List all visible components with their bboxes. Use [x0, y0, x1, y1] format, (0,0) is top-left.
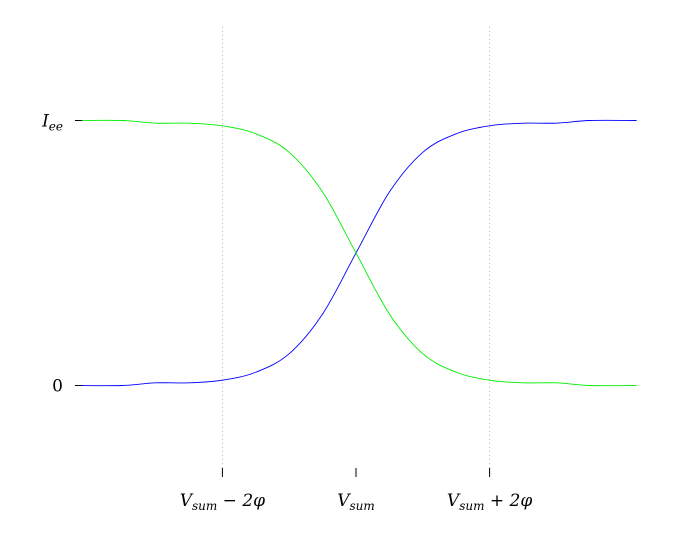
axis-layer: Vsum − 2φ Vsum Vsum + 2φ 0 Iee — [41, 112, 532, 514]
x-tick-label-0: Vsum − 2φ — [180, 491, 265, 513]
x-tick-label-1: Vsum — [337, 491, 375, 513]
grid-layer — [221, 27, 491, 468]
x-tick-label-2: Vsum + 2φ — [447, 491, 532, 513]
series-line-1 — [75, 119, 637, 387]
series-layer — [75, 119, 637, 387]
y-tick-label-1: Iee — [41, 112, 63, 134]
y-tick-label-0: 0 — [52, 377, 63, 397]
